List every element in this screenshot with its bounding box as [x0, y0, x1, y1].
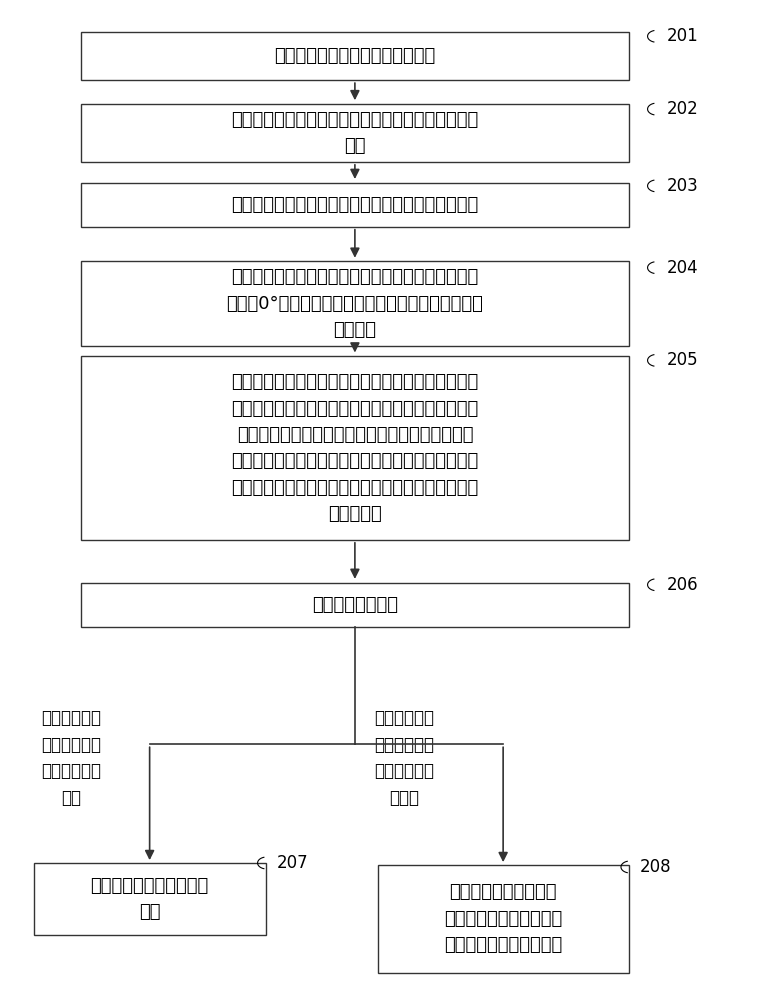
- Text: 将舵角传感器输出的模拟信号值数字化，得到数字化
数值: 将舵角传感器输出的模拟信号值数字化，得到数字化 数值: [231, 111, 478, 155]
- Bar: [81, 104, 629, 162]
- Text: 207: 207: [277, 854, 308, 872]
- Text: 当全回转推进
器的舵角与舵
角调节指令一
致时: 当全回转推进 器的舵角与舵 角调节指令一 致时: [41, 709, 101, 807]
- Text: 获取舵角传感器输出的模拟信号值: 获取舵角传感器输出的模拟信号值: [274, 47, 436, 65]
- Bar: [378, 865, 629, 973]
- Text: 根据第一线性关系，将数字化数值转换为初始转换值: 根据第一线性关系，将数字化数值转换为初始转换值: [231, 196, 478, 214]
- Bar: [34, 863, 266, 935]
- Bar: [81, 32, 629, 80]
- Text: 202: 202: [667, 100, 698, 118]
- Text: 201: 201: [667, 27, 698, 45]
- Text: 204: 204: [667, 259, 698, 277]
- Bar: [81, 261, 629, 346]
- Bar: [81, 356, 629, 540]
- Bar: [81, 183, 629, 227]
- Text: 203: 203: [667, 177, 698, 195]
- Text: 206: 206: [667, 576, 698, 594]
- Text: 将模拟信号值对应的初始转换值减去全回转推进器的
舵角为0°时的初始转换值，得到模拟信号值对应的舵
角转换值: 将模拟信号值对应的初始转换值减去全回转推进器的 舵角为0°时的初始转换值，得到模…: [227, 268, 483, 339]
- Text: 调整全回转推进器的舵
角，直至全回转推进器的
舵角与舵角调节指令一致: 调整全回转推进器的舵 角，直至全回转推进器的 舵角与舵角调节指令一致: [444, 883, 562, 954]
- Text: 根据模拟信号值对应的舵角转换值和第二线性关系、
第三线性关系、第四线性关系和第五线性关系中舵角
转换值的取值范围，从第二线性关系、第三线性关
系、第四线性关系和: 根据模拟信号值对应的舵角转换值和第二线性关系、 第三线性关系、第四线性关系和第五…: [231, 373, 478, 523]
- Text: 208: 208: [640, 858, 671, 876]
- Text: 205: 205: [667, 351, 698, 369]
- Bar: [81, 583, 629, 627]
- Text: 当全回转推进
器的舵角与舵
角调节指令不
一致时: 当全回转推进 器的舵角与舵 角调节指令不 一致时: [375, 709, 434, 807]
- Text: 保持全回转推进器的舵角
不变: 保持全回转推进器的舵角 不变: [91, 877, 209, 921]
- Text: 接收舵角调节指令: 接收舵角调节指令: [312, 596, 398, 614]
